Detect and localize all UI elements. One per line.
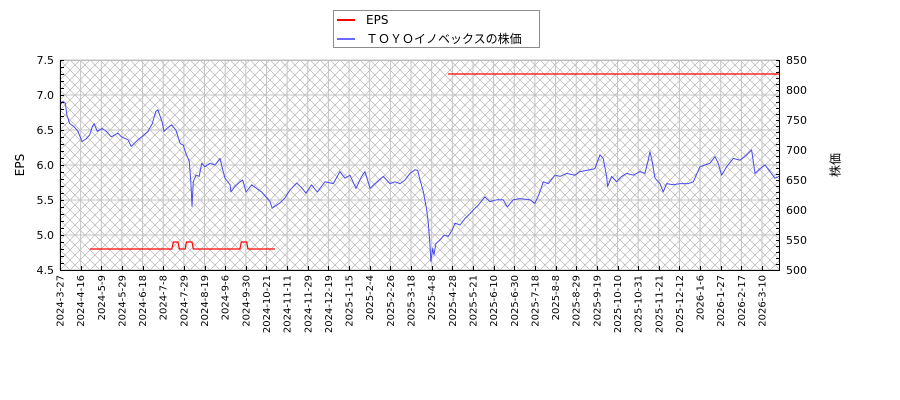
legend-label-eps: EPS — [366, 13, 389, 27]
x-tick-label: 2025-6-10 — [489, 275, 500, 327]
y-tick-label-right: 650 — [786, 174, 807, 187]
x-tick-label: 2025-6-30 — [510, 275, 521, 327]
legend-label-price: ＴＯＹＯイノベックスの株価 — [366, 32, 522, 46]
legend: EPS ＴＯＹＯイノベックスの株価 — [333, 10, 540, 48]
x-tick-label: 2024-5-29 — [117, 275, 128, 327]
legend-item-price: ＴＯＹＯイノベックスの株価 — [337, 31, 522, 47]
x-tick-label: 2024-10-21 — [262, 275, 273, 333]
y-tick-label-left: 5.5 — [37, 194, 55, 207]
x-tick-label: 2025-12-12 — [675, 275, 686, 333]
x-tick-label: 2026-3-10 — [758, 275, 769, 327]
x-tick-label: 2025-8-8 — [551, 275, 562, 320]
y-tick-label-left: 7.5 — [37, 54, 55, 67]
y-tick-label-right: 600 — [786, 204, 807, 217]
x-tick-label: 2026-2-17 — [737, 275, 748, 327]
x-tick-label: 2024-11-29 — [303, 275, 314, 333]
stock-price-line — [60, 100, 779, 263]
x-tick-label: 2025-4-8 — [427, 275, 438, 320]
x-tick-label: 2024-8-19 — [200, 275, 211, 327]
x-tick-labels: 2024-3-27 2024-4-16 2024-5-9 2024-5-29 2024-… — [56, 275, 769, 333]
x-tick-label: 2025-5-21 — [469, 275, 480, 327]
y-tick-label-left: 4.5 — [37, 264, 55, 277]
x-tick-label: 2024-6-18 — [138, 275, 149, 327]
left-tick-labels: 4.5 5.0 5.5 6.0 6.5 7.0 7.5 — [37, 54, 55, 277]
legend-swatch-eps — [337, 19, 355, 21]
x-tick-label: 2024-11-11 — [283, 275, 294, 333]
legend-item-eps: EPS — [337, 12, 388, 28]
y-tick-label-left: 7.0 — [37, 89, 55, 102]
x-tick-label: 2025-10-10 — [613, 275, 624, 333]
y-tick-label-right: 750 — [786, 114, 807, 127]
bottom-axis-ticks — [60, 266, 763, 271]
x-tick-label: 2024-3-27 — [56, 275, 67, 327]
series-group — [60, 73, 779, 263]
x-tick-label: 2025-7-18 — [530, 275, 541, 327]
eps-line — [89, 241, 275, 250]
right-tick-labels: 500 550 600 650 700 750 800 850 — [786, 54, 807, 277]
x-tick-label: 2024-12-19 — [324, 275, 335, 333]
y-tick-label-left: 6.5 — [37, 124, 55, 137]
legend-swatch-price — [337, 38, 355, 40]
x-tick-label: 2025-2-26 — [386, 275, 397, 327]
y-tick-label-right: 500 — [786, 264, 807, 277]
x-tick-label: 2024-7-29 — [179, 275, 190, 327]
x-tick-label: 2025-8-29 — [572, 275, 583, 327]
x-tick-label: 2024-7-8 — [159, 275, 170, 320]
x-tick-label: 2024-4-16 — [76, 275, 87, 327]
x-tick-label: 2025-1-15 — [345, 275, 356, 327]
x-tick-label: 2024-9-30 — [241, 275, 252, 327]
grid — [59, 59, 779, 271]
y-tick-label-right: 850 — [786, 54, 807, 67]
x-tick-label: 2025-11-21 — [654, 275, 665, 333]
y-tick-label-right: 700 — [786, 144, 807, 157]
y-tick-label-right: 550 — [786, 234, 807, 247]
x-tick-label: 2025-2-4 — [365, 275, 376, 320]
right-axis-ticks — [776, 60, 780, 271]
x-tick-label: 2024-9-6 — [221, 275, 232, 320]
left-axis-ticks — [60, 60, 64, 271]
x-tick-label: 2025-4-28 — [448, 275, 459, 327]
y-axis-label-right: 株価 — [828, 152, 843, 178]
y-tick-label-left: 6.0 — [37, 159, 55, 172]
y-tick-label-left: 5.0 — [37, 229, 55, 242]
x-tick-label: 2024-5-9 — [97, 275, 108, 320]
x-tick-label: 2025-10-31 — [634, 275, 645, 333]
y-axis-label-left: EPS — [13, 153, 27, 177]
y-tick-label-right: 800 — [786, 84, 807, 97]
x-tick-label: 2026-1-27 — [716, 275, 727, 327]
x-tick-label: 2025-9-19 — [592, 275, 603, 327]
x-tick-label: 2026-1-6 — [696, 275, 707, 320]
x-tick-label: 2025-3-18 — [407, 275, 418, 327]
